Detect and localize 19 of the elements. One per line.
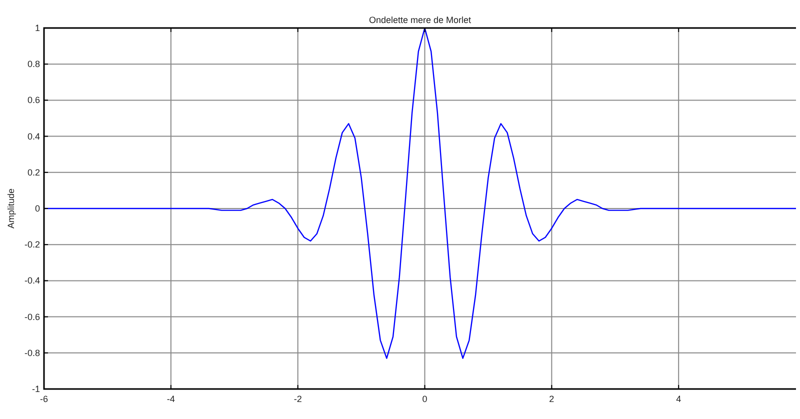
x-tick-label: 0 bbox=[422, 394, 428, 404]
y-tick-label: 0.2 bbox=[27, 167, 40, 178]
y-tick-label: -0.8 bbox=[24, 348, 40, 358]
x-tick-label: -2 bbox=[294, 394, 302, 404]
x-tick-label: 4 bbox=[676, 394, 682, 404]
y-tick-label: -0.6 bbox=[24, 312, 40, 322]
y-tick-label: 0 bbox=[34, 204, 40, 214]
y-tick-label: -1 bbox=[32, 384, 40, 394]
y-tick-label: 0.4 bbox=[27, 131, 40, 142]
y-axis-title: Amplitude bbox=[6, 188, 16, 229]
y-tick-label: 1 bbox=[34, 23, 40, 33]
y-tick-label: -0.4 bbox=[24, 276, 40, 286]
y-tick-label: 0.6 bbox=[27, 95, 40, 106]
x-tick-label: -6 bbox=[40, 394, 48, 404]
chart-title: Ondelette mere de Morlet bbox=[368, 15, 472, 25]
x-tick-label: -4 bbox=[166, 394, 175, 404]
y-tick-label: 0.8 bbox=[27, 59, 40, 70]
y-tick-label: -0.2 bbox=[24, 240, 40, 250]
x-tick-label: 2 bbox=[549, 394, 554, 404]
